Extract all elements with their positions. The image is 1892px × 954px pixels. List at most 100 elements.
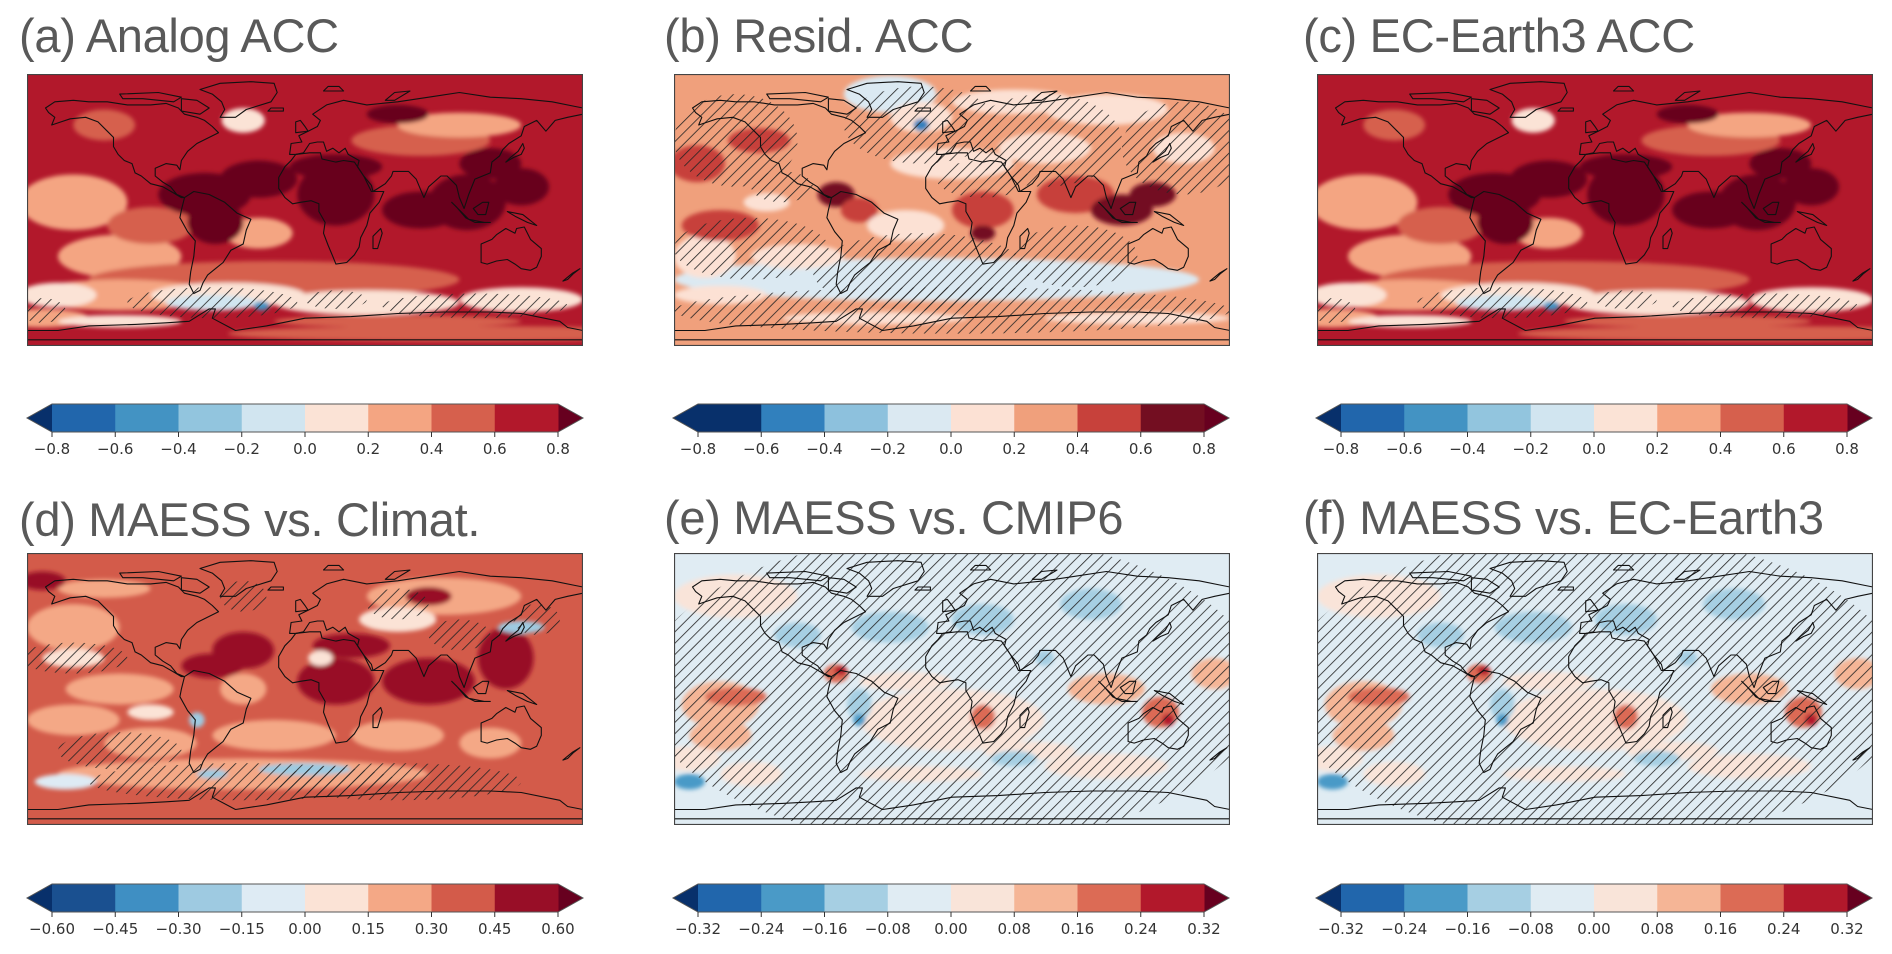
colorbar-extend-min	[1316, 404, 1341, 432]
coastline-svalbard	[322, 564, 345, 571]
colorbar-tick-label: −0.8	[1323, 440, 1359, 458]
coastline-japan	[505, 142, 525, 163]
map-frame	[27, 553, 583, 825]
coastline-southAmerica	[826, 190, 899, 295]
colorbar-segment	[1140, 404, 1205, 432]
coastline-borneo	[1119, 680, 1137, 695]
colorbar-tick-label: 0.32	[1187, 920, 1220, 938]
coastline-greenland	[1489, 81, 1568, 118]
coastline-northAmerica	[691, 99, 867, 199]
coastline-novayaZemlya	[1031, 90, 1058, 101]
colorbar-segment	[431, 404, 496, 432]
colorbar-tick-label: 0.16	[1061, 920, 1094, 938]
field-contour-region	[366, 104, 429, 124]
colorbar-tick-label: −0.2	[870, 440, 906, 458]
field-contour-region	[34, 774, 97, 790]
coastline-japan	[505, 621, 525, 642]
colorbar-tick-label: −0.08	[1508, 920, 1554, 938]
coastline-greenland	[199, 560, 278, 597]
coastline-indonesia	[1098, 680, 1138, 702]
colorbar-segment	[951, 884, 1015, 912]
field-contour-region	[187, 200, 244, 244]
coastline-baffin	[1470, 98, 1500, 115]
field-contour-region	[57, 579, 151, 598]
significance-hatching	[1121, 101, 1230, 195]
field-contour-region	[312, 633, 390, 659]
colorbar-segment	[305, 884, 369, 912]
coastline-northAmerica	[44, 99, 220, 199]
colorbar-extend-min	[27, 404, 52, 432]
significance-hatching	[366, 588, 429, 620]
colorbar-tick-label: 0.24	[1767, 920, 1800, 938]
map-frame	[1317, 553, 1873, 825]
colorbar-segment	[1341, 884, 1405, 912]
colorbar-tick-label: −0.6	[97, 440, 133, 458]
coastline-northAmerica	[1334, 99, 1510, 199]
colorbar-segment	[887, 404, 952, 432]
colorbar-a: −0.8 −0.6 −0.4 −0.2 0.0 0.2 0.4 0.6 0.8	[25, 403, 585, 458]
field-contour-region	[107, 206, 194, 244]
coastline-arcticIslands	[1409, 570, 1472, 582]
colorbar-tick-label: −0.24	[1381, 920, 1427, 938]
coastline-africa	[278, 631, 385, 744]
colorbar-tick-label: −0.45	[92, 920, 138, 938]
coastline-nz	[1209, 747, 1228, 761]
colorbar-tick-label: −0.2	[1513, 440, 1549, 458]
colorbar-tick-label: 0.2	[1002, 440, 1026, 458]
map-frame	[1317, 74, 1873, 346]
coastline-africa	[925, 631, 1032, 744]
field-contour-region	[1783, 168, 1840, 206]
field-contour-region	[1363, 109, 1426, 141]
significance-hatching	[274, 763, 522, 801]
significance-hatching	[936, 160, 1030, 198]
coastline-uk	[1585, 119, 1599, 134]
field-contour-region	[289, 154, 383, 180]
field-contour-region	[220, 673, 267, 705]
colorbar-segment	[1530, 884, 1595, 912]
colorbar-segment	[1657, 884, 1721, 912]
colorbar-segment	[1014, 884, 1078, 912]
colorbar-d: −0.60 −0.45 −0.30 −0.15 0.00 0.15 0.30 0.45 0.60	[25, 883, 585, 938]
significance-hatching	[1317, 298, 1356, 323]
field-contour-region	[227, 325, 583, 342]
significance-hatching	[674, 553, 1230, 825]
colorbar-tick-label: 0.30	[415, 920, 448, 938]
coastline-japan	[1795, 142, 1815, 163]
field-contour-region	[1510, 160, 1588, 198]
map-panel-e	[674, 553, 1230, 825]
significance-hatching	[127, 287, 298, 319]
significance-hatching	[57, 732, 182, 770]
colorbar-segment	[1467, 884, 1532, 912]
colorbar-tick-label: 0.2	[356, 440, 380, 458]
coastline-australia	[480, 705, 542, 750]
colorbar-segment	[698, 884, 762, 912]
coastline-baffin	[1470, 577, 1500, 594]
coastline-indonesia	[451, 680, 491, 702]
colorbar-segment	[494, 884, 559, 912]
colorbar-segment	[761, 884, 825, 912]
coastline-svalbard	[322, 85, 345, 92]
coastline-australia	[1770, 226, 1832, 271]
coastline-novayaZemlya	[384, 90, 411, 101]
colorbar-tick-label: 0.00	[288, 920, 321, 938]
field-contour-region	[57, 315, 182, 328]
field-contour-region	[1477, 200, 1534, 244]
colorbar-segment	[1014, 404, 1078, 432]
coastline-nz	[1852, 268, 1871, 282]
colorbar-segment	[115, 884, 179, 912]
significance-hatching	[1013, 225, 1138, 288]
coastline-uk	[942, 598, 956, 613]
coastline-madagascar	[372, 227, 383, 250]
coastline-southAmerica	[826, 669, 899, 774]
map-frame	[674, 74, 1230, 346]
coastline-africa	[1568, 631, 1675, 744]
coastline-iceland	[267, 586, 284, 591]
colorbar-segment	[305, 404, 369, 432]
colorbar-segment	[368, 884, 432, 912]
coastline-greenland	[1489, 560, 1568, 597]
coastline-iceland	[914, 586, 931, 591]
colorbar-segment	[1594, 404, 1658, 432]
colorbar-extend-min	[673, 404, 698, 432]
coastline-australia	[1127, 226, 1189, 271]
significance-hatching	[428, 619, 491, 651]
